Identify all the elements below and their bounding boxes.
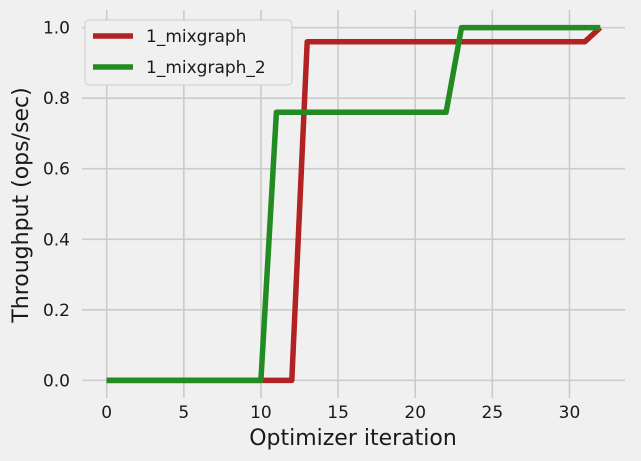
legend-label-1_mixgraph: 1_mixgraph <box>146 27 246 47</box>
legend: 1_mixgraph 1_mixgraph_2 <box>84 19 293 86</box>
tick-labels: 0 5 10 15 20 25 30 0.0 0.2 0.4 0.6 0.8 1.0 <box>43 19 580 423</box>
x-tick-label: 0 <box>101 403 112 423</box>
x-tick-label: 5 <box>178 403 189 423</box>
x-tick-label: 30 <box>559 403 581 423</box>
y-tick-label: 0.0 <box>43 371 70 391</box>
y-axis-label: Throughput (ops/sec) <box>9 87 34 323</box>
legend-box <box>84 19 293 86</box>
y-tick-label: 0.6 <box>43 160 70 180</box>
x-tick-label: 25 <box>482 403 504 423</box>
x-tick-label: 10 <box>250 403 272 423</box>
x-tick-label: 20 <box>404 403 426 423</box>
series-lines <box>106 24 603 384</box>
x-axis-label: Optimizer iteration <box>249 426 457 451</box>
y-tick-label: 1.0 <box>43 19 70 39</box>
x-tick-label: 15 <box>327 403 349 423</box>
y-tick-label: 0.4 <box>43 230 70 250</box>
series-line-1_mixgraph_2 <box>106 24 601 384</box>
y-tick-label: 0.2 <box>43 301 70 321</box>
legend-label-1_mixgraph_2: 1_mixgraph_2 <box>146 58 266 78</box>
y-tick-label: 0.8 <box>43 89 70 109</box>
